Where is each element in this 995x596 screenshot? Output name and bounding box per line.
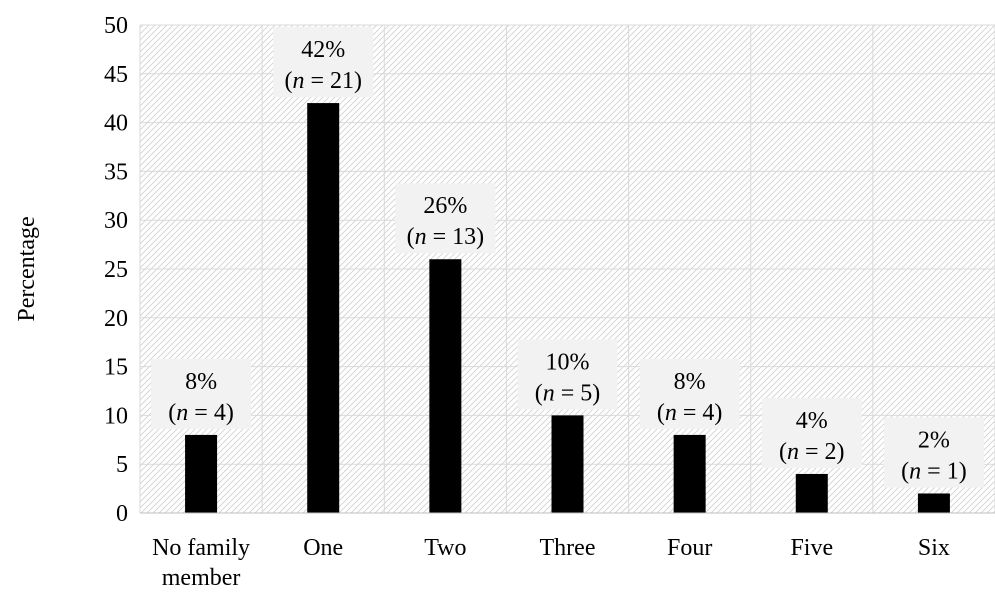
data-label-count: (n = 4) bbox=[657, 400, 723, 426]
y-axis-title: Percentage bbox=[14, 216, 40, 321]
bar bbox=[673, 434, 706, 513]
data-label-box bbox=[639, 358, 740, 429]
y-tick-label: 10 bbox=[104, 403, 128, 429]
data-label-count: (n = 21) bbox=[284, 68, 362, 94]
data-label-percent: 42% bbox=[301, 37, 345, 63]
x-tick-label: Five bbox=[790, 535, 833, 561]
data-label-percent: 8% bbox=[185, 369, 217, 395]
y-tick-label: 25 bbox=[104, 257, 128, 283]
bar bbox=[551, 415, 584, 513]
x-tick-label: Two bbox=[424, 535, 466, 561]
x-tick-label: Four bbox=[667, 535, 712, 561]
y-tick-label: 20 bbox=[104, 306, 128, 332]
y-tick-label: 50 bbox=[104, 13, 128, 39]
data-label-count: (n = 1) bbox=[901, 458, 967, 484]
bar bbox=[917, 493, 950, 513]
bar bbox=[307, 103, 340, 513]
data-label-percent: 26% bbox=[423, 193, 467, 219]
data-label-box bbox=[761, 397, 862, 468]
y-tick-label: 45 bbox=[104, 62, 128, 88]
data-label-percent: 2% bbox=[918, 427, 950, 453]
x-tick-label: Three bbox=[540, 535, 596, 561]
bar bbox=[795, 473, 828, 513]
data-label-box bbox=[273, 27, 374, 98]
x-tick-label: Six bbox=[918, 535, 950, 561]
y-tick-label: 5 bbox=[116, 452, 128, 478]
y-tick-label: 35 bbox=[104, 159, 128, 185]
y-tick-label: 30 bbox=[104, 208, 128, 234]
bar bbox=[429, 259, 462, 513]
data-label-box bbox=[883, 417, 984, 488]
bar bbox=[185, 434, 218, 513]
data-label-percent: 10% bbox=[546, 349, 590, 375]
data-label-box bbox=[151, 358, 252, 429]
data-label-percent: 8% bbox=[674, 369, 706, 395]
data-label-count: (n = 4) bbox=[168, 400, 234, 426]
data-label-count: (n = 2) bbox=[779, 439, 845, 465]
data-label-box bbox=[395, 183, 496, 254]
data-label-count: (n = 5) bbox=[535, 380, 601, 406]
x-tick-label: member bbox=[162, 565, 241, 591]
data-label-count: (n = 13) bbox=[407, 224, 485, 250]
x-tick-label: No family bbox=[152, 535, 250, 561]
y-tick-label: 15 bbox=[104, 355, 128, 381]
x-tick-label: One bbox=[303, 535, 343, 561]
y-tick-label: 40 bbox=[104, 111, 128, 137]
y-tick-label: 0 bbox=[116, 501, 128, 527]
data-label-percent: 4% bbox=[796, 408, 828, 434]
data-label-box bbox=[517, 339, 618, 410]
